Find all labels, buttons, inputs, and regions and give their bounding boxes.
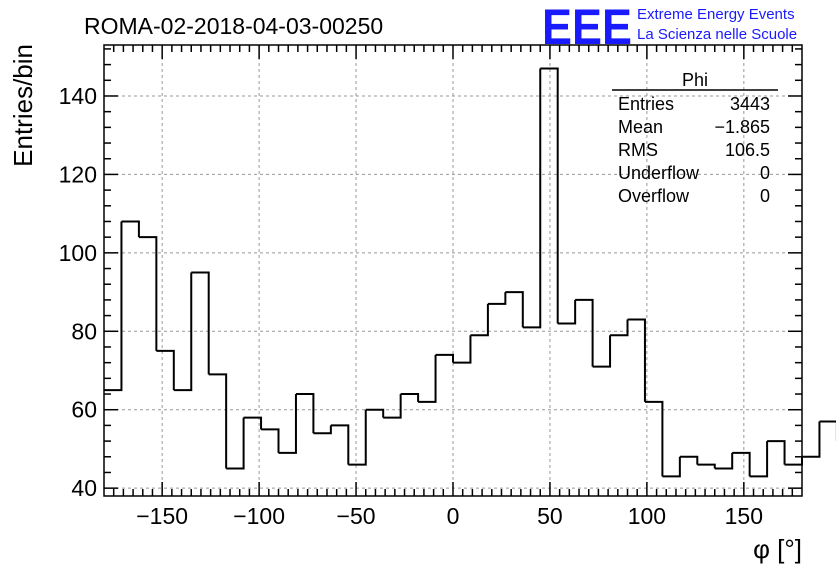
x-tick-label-0: −150 bbox=[136, 503, 188, 529]
histogram-bin-40 bbox=[802, 421, 821, 458]
histogram-bin-15 bbox=[365, 408, 385, 418]
eee-logo: EEE Extreme Energy Events La Scienza nel… bbox=[542, 0, 797, 55]
histogram-bin-1 bbox=[121, 220, 140, 238]
histogram-bin-7 bbox=[226, 417, 245, 470]
histogram-bin-22 bbox=[487, 292, 507, 305]
stats-title: Phi bbox=[682, 70, 708, 90]
histogram-bin-27 bbox=[575, 298, 594, 367]
x-tick-label-3: 0 bbox=[447, 503, 460, 529]
axis-ticks bbox=[104, 45, 802, 496]
histogram-bin-5 bbox=[191, 271, 210, 375]
histogram-bin-12 bbox=[313, 425, 332, 435]
histogram-bin-31 bbox=[644, 400, 664, 477]
stats-label-mean: Mean bbox=[618, 117, 663, 137]
histogram-bin-19 bbox=[435, 353, 454, 363]
histogram-bin-38 bbox=[767, 440, 786, 465]
y-axis-label: Entries/bin bbox=[8, 44, 38, 167]
stats-label-entries: Entries bbox=[618, 94, 674, 114]
stats-value-mean: −1.865 bbox=[714, 117, 770, 137]
x-tick-label-2: −50 bbox=[337, 503, 376, 529]
stats-value-entries: 3443 bbox=[730, 94, 770, 114]
histogram-bin-28 bbox=[592, 335, 612, 368]
x-tick-label-5: 100 bbox=[628, 503, 666, 529]
histogram-bin-23 bbox=[505, 291, 524, 328]
histogram-bin-24 bbox=[522, 68, 542, 329]
histogram-bin-25 bbox=[540, 67, 559, 324]
stats-label-underflow: Underflow bbox=[618, 163, 700, 183]
stats-label-rms: RMS bbox=[618, 140, 658, 160]
histogram-bin-2 bbox=[138, 236, 158, 351]
histogram-bin-36 bbox=[732, 451, 751, 477]
x-tick-label-4: 50 bbox=[537, 503, 563, 529]
histogram-bin-16 bbox=[383, 394, 402, 419]
histogram-bin-18 bbox=[418, 354, 437, 403]
histogram-bin-34 bbox=[697, 463, 716, 469]
histogram-bin-35 bbox=[714, 452, 734, 470]
stats-value-underflow: 0 bbox=[760, 163, 770, 183]
x-tick-label-1: −100 bbox=[233, 503, 285, 529]
histogram-bin-9 bbox=[261, 428, 280, 453]
histogram-bin-13 bbox=[330, 424, 350, 465]
x-tick-label-6: 150 bbox=[725, 503, 763, 529]
x-tick-labels: −150 −100 −50 0 50 100 150 bbox=[136, 503, 763, 529]
y-tick-labels: 40 60 80 100 120 140 bbox=[59, 83, 97, 501]
histogram-bin-30 bbox=[627, 318, 646, 402]
histogram-bin-14 bbox=[348, 409, 367, 466]
y-tick-label-2: 80 bbox=[71, 318, 97, 344]
logo-line-2: La Scienza nelle Scuole bbox=[637, 26, 797, 43]
histogram-bin-11 bbox=[295, 393, 315, 434]
y-tick-label-0: 40 bbox=[71, 475, 97, 501]
histogram-bin-32 bbox=[662, 456, 681, 478]
histogram-bin-10 bbox=[278, 394, 297, 454]
chart-title: ROMA-02-2018-04-03-00250 bbox=[84, 13, 383, 39]
histogram-bin-33 bbox=[679, 455, 699, 465]
x-axis-label: φ [°] bbox=[753, 534, 802, 564]
histogram-bin-41 bbox=[819, 420, 836, 442]
y-tick-label-3: 100 bbox=[59, 240, 97, 266]
y-tick-label-1: 60 bbox=[71, 397, 97, 423]
histogram-bin-17 bbox=[400, 393, 420, 402]
histogram-bin-29 bbox=[610, 319, 629, 337]
y-tick-label-5: 140 bbox=[59, 83, 97, 109]
histogram-bin-6 bbox=[208, 373, 228, 469]
stats-rows: Entries 3443 Mean −1.865 RMS 106.5 Underflow 0 O… bbox=[618, 94, 770, 206]
histogram-bin-3 bbox=[156, 349, 175, 391]
histogram-bin-21 bbox=[470, 303, 489, 337]
histogram-bin-4 bbox=[173, 272, 193, 392]
histogram-bin-0 bbox=[104, 221, 123, 392]
logo-line-1: Extreme Energy Events bbox=[637, 6, 795, 23]
stats-value-overflow: 0 bbox=[760, 186, 770, 206]
histogram-bin-39 bbox=[784, 456, 803, 466]
grid-lines bbox=[104, 45, 802, 496]
histogram-bin-26 bbox=[557, 299, 577, 325]
stats-label-overflow: Overflow bbox=[618, 186, 690, 206]
stats-value-rms: 106.5 bbox=[725, 140, 770, 160]
logo-mark: EEE bbox=[542, 0, 632, 55]
histogram-bin-37 bbox=[749, 441, 769, 478]
histogram-series bbox=[104, 67, 836, 478]
histogram-bin-8 bbox=[243, 416, 263, 430]
y-tick-label-4: 120 bbox=[59, 161, 97, 187]
histogram-bin-20 bbox=[453, 335, 472, 364]
stats-box: Phi Entries 3443 Mean −1.865 RMS 106.5 Underfl… bbox=[612, 70, 778, 206]
